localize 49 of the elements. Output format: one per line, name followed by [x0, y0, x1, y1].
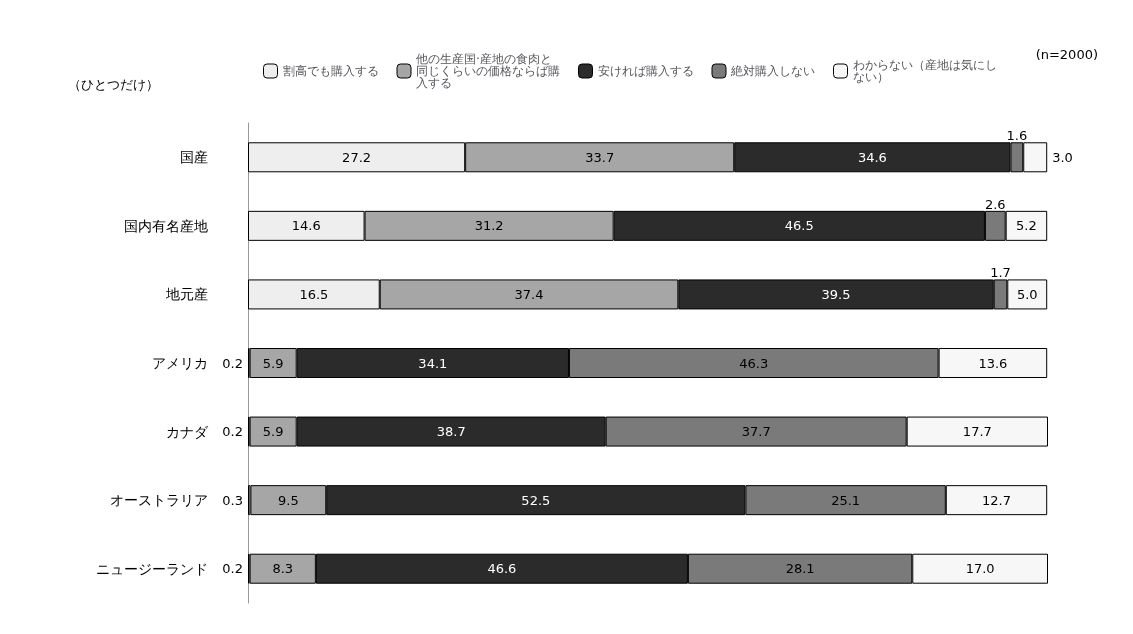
data-label: 17.0: [965, 561, 995, 577]
data-label: 0.2: [222, 424, 243, 440]
legend-label: 安ければ購入する: [597, 64, 694, 78]
data-label: 17.7: [962, 424, 992, 440]
y-tick-label: アメリカ: [152, 355, 208, 371]
data-label: 28.1: [785, 561, 815, 577]
y-tick-label: ニュージーランド: [96, 560, 208, 577]
data-label: 34.1: [418, 355, 448, 371]
data-label: 5.9: [262, 355, 284, 371]
data-label: 37.7: [741, 424, 771, 440]
data-label: 34.6: [857, 149, 887, 165]
data-label: 9.5: [277, 492, 299, 508]
data-label: 0.2: [222, 355, 243, 371]
legend-label: わからない（産地は気にしない）: [852, 58, 997, 84]
data-label: 2.6: [984, 196, 1006, 212]
legend-label: 他の生産国·産地の食肉と同じくらいの価格ならば購入する: [416, 52, 560, 90]
data-label: 0.2: [222, 561, 243, 577]
legend-label: 絶対購入しない: [730, 64, 815, 78]
data-label: 31.2: [474, 218, 504, 234]
data-label: 16.5: [299, 286, 329, 302]
data-label: 37.4: [514, 286, 544, 302]
data-label: 13.6: [978, 355, 1008, 371]
y-tick-label: カナダ: [166, 423, 209, 440]
data-label: 1.7: [990, 265, 1011, 281]
y-tick-label: 地元産: [165, 286, 208, 303]
data-label: 38.7: [436, 424, 466, 440]
data-label: 27.2: [342, 149, 372, 165]
data-label: 12.7: [982, 492, 1011, 508]
data-label: 33.7: [585, 149, 615, 165]
data-label: 39.5: [821, 286, 851, 302]
y-tick-label: 国内有名産地: [124, 217, 208, 234]
data-label: 5.0: [1016, 286, 1038, 302]
y-tick-label: オーストラリア: [110, 492, 208, 509]
data-label: 5.2: [1016, 218, 1037, 234]
legend-label: 割高でも購入する: [282, 64, 379, 78]
data-label: 14.6: [291, 218, 321, 234]
data-label: 25.1: [831, 492, 861, 508]
data-label: 0.3: [222, 492, 243, 508]
y-tick-label: 国産: [180, 149, 208, 166]
data-label: 5.9: [262, 424, 284, 440]
text: (n=2000): [1035, 47, 1098, 62]
text: （ひとつだけ）: [68, 77, 159, 92]
data-label: 46.5: [784, 218, 814, 234]
data-label: 52.5: [521, 492, 551, 508]
data-label: 3.0: [1052, 149, 1073, 165]
data-label: 46.3: [739, 355, 769, 371]
data-label: 8.3: [272, 561, 294, 577]
data-label: 1.6: [1006, 128, 1028, 144]
data-label: 46.6: [487, 561, 517, 577]
